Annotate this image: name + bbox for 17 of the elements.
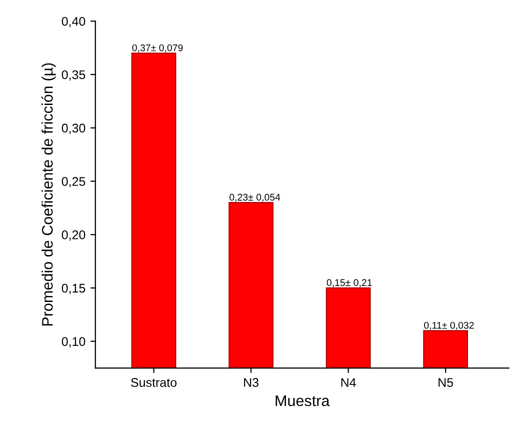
y-tick-label: 0,25 [62,177,86,188]
y-tick-label: 0,30 [62,124,86,134]
data-label: 0,15± 0,21 [326,279,372,288]
data-label: 0,37± 0,079 [132,44,183,52]
data-label: 0,23± 0,054 [230,194,280,202]
x-axis-title: Muestra [276,396,330,406]
x-tick-label: N3 [244,378,258,387]
y-tick-label: 0,15 [62,284,86,294]
y-tick-label: 0,10 [62,337,86,348]
y-tick-label: 0,40 [62,16,86,28]
x-tick-label: N4 [341,378,356,387]
y-tick-label: 0,35 [62,70,86,81]
y-axis-title: Promedio de Coeficiente de fricción (µ) [41,63,56,326]
data-label: 0,11± 0,032 [424,322,474,330]
x-tick-label: Sustrato [131,378,177,387]
y-tick-label: 0,20 [62,230,86,241]
x-tick-label: N5 [438,378,454,387]
